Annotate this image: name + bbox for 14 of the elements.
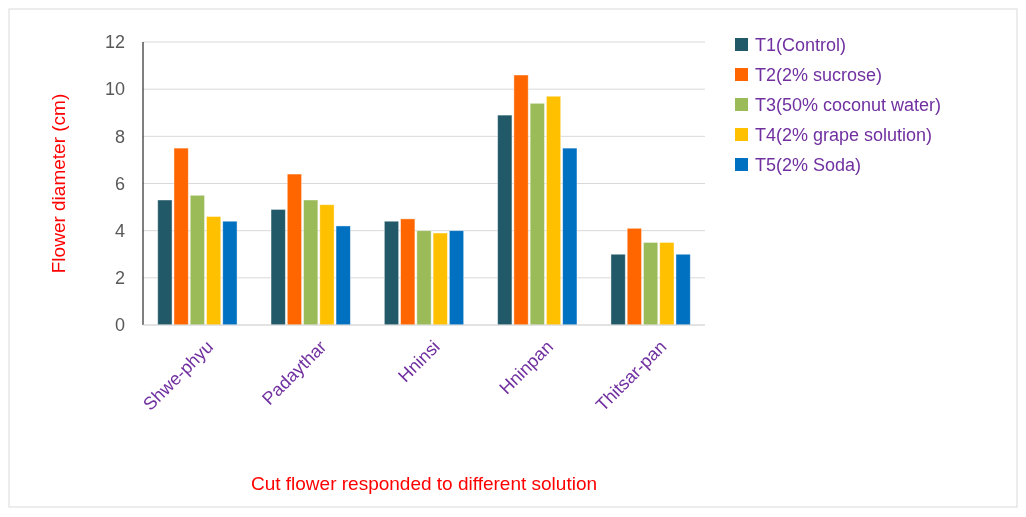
y-tick-label: 10: [104, 79, 125, 100]
x-axis-title: Cut flower responded to different solution: [250, 473, 598, 494]
legend-label: T5(2% Soda): [755, 155, 862, 176]
legend-label: T2(2% sucrose): [755, 65, 883, 86]
y-axis-title: Flower diameter (cm): [48, 93, 69, 274]
y-tick-label: 0: [114, 315, 125, 336]
y-tick-label: 12: [104, 32, 125, 53]
y-tick-label: 2: [114, 268, 125, 289]
legend-label: T4(2% grape solution): [755, 125, 933, 146]
y-tick-label: 8: [114, 126, 125, 147]
y-tick-label: 4: [114, 220, 125, 241]
y-tick-label: 6: [114, 173, 125, 194]
legend-label: T1(Control): [755, 35, 847, 56]
legend-label: T3(50% coconut water): [755, 95, 942, 116]
